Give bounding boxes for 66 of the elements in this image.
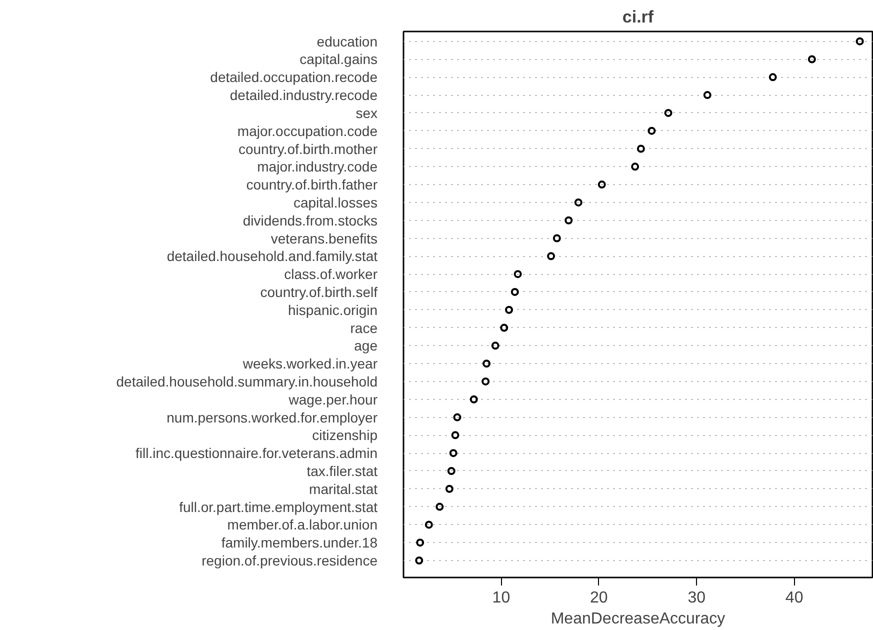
- point: [547, 252, 556, 260]
- y-tick-label: weeks.worked.in.year: [242, 356, 378, 372]
- point: [500, 324, 508, 332]
- y-tick-label: detailed.occupation.recode: [210, 69, 378, 86]
- y-tick-label: detailed.household.and.family.stat: [166, 248, 378, 264]
- y-tick-label: detailed.industry.recode: [230, 87, 378, 104]
- point: [451, 431, 460, 440]
- y-tick-label: region.of.previous.residence: [202, 552, 378, 568]
- x-tick-label: 40: [785, 590, 804, 606]
- point: [664, 108, 672, 117]
- y-tick-label: country.of.birth.mother: [238, 140, 378, 157]
- point: [449, 449, 458, 458]
- y-tick-label: detailed.household.summary.in.household: [116, 373, 378, 390]
- y-tick-label: member.of.a.labor.union: [227, 516, 378, 533]
- x-tick-label: 30: [688, 590, 706, 606]
- y-tick-label: veterans.benefits: [270, 230, 378, 246]
- point: [436, 502, 444, 511]
- y-tick-label: family.members.under.18: [221, 534, 378, 551]
- x-axis-title: MeanDecreaseAccuracy: [550, 610, 726, 628]
- y-tick-label: capital.gains: [300, 51, 378, 68]
- y-tick-label: capital.losses: [293, 194, 378, 210]
- point: [445, 484, 454, 493]
- y-tick-label: education: [316, 33, 378, 50]
- y-tick-label: fill.inc.questionnaire.for.veterans.admin: [135, 445, 378, 462]
- point: [514, 270, 522, 278]
- y-tick-label: sex: [356, 104, 378, 121]
- y-tick-label: full.or.part.time.employment.stat: [179, 498, 378, 515]
- point: [416, 538, 424, 547]
- y-tick-label: dividends.from.stocks: [242, 212, 378, 228]
- y-tick-label: marital.stat: [309, 480, 378, 497]
- y-tick-label: age: [354, 338, 378, 354]
- y-tick-label: race: [350, 320, 378, 336]
- point: [491, 342, 500, 350]
- point: [447, 466, 456, 475]
- y-tick-label: tax.filer.stat: [306, 462, 378, 479]
- point: [648, 126, 656, 135]
- point: [598, 180, 606, 189]
- y-tick-label: wage.per.hour: [288, 391, 378, 408]
- y-tick-label: num.persons.worked.for.employer: [166, 409, 378, 426]
- point: [510, 288, 519, 296]
- y-tick-label: class.of.worker: [284, 266, 378, 282]
- point: [552, 234, 561, 242]
- point: [631, 162, 640, 171]
- point: [415, 556, 424, 564]
- point: [564, 216, 573, 224]
- point: [574, 198, 582, 206]
- point: [808, 55, 816, 64]
- point: [856, 37, 864, 46]
- point: [505, 306, 514, 314]
- point: [768, 73, 777, 82]
- y-tick-label: country.of.birth.father: [246, 176, 378, 193]
- chart-title: ci.rf: [622, 8, 654, 26]
- point: [636, 144, 645, 153]
- point: [703, 91, 712, 100]
- y-tick-label: major.occupation.code: [237, 122, 378, 139]
- y-tick-label: hispanic.origin: [288, 302, 378, 318]
- point: [482, 360, 491, 368]
- y-tick-label: country.of.birth.self: [260, 284, 378, 300]
- x-tick-label: 10: [492, 590, 510, 606]
- point: [470, 395, 478, 404]
- point: [453, 413, 462, 422]
- y-tick-label: major.industry.code: [257, 158, 378, 175]
- point: [424, 520, 433, 529]
- y-tick-label: citizenship: [312, 427, 378, 444]
- x-tick-label: 20: [590, 590, 608, 606]
- point: [482, 377, 490, 386]
